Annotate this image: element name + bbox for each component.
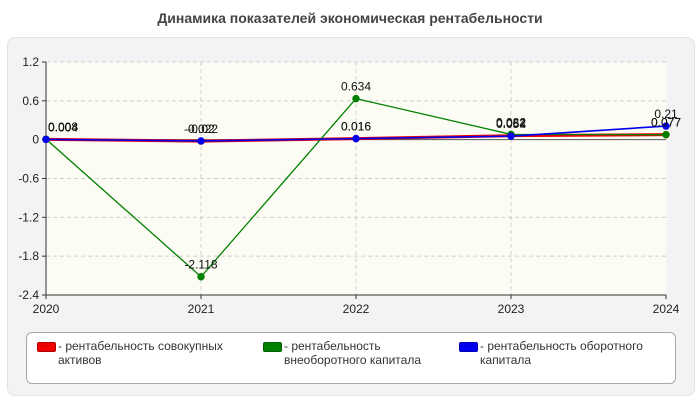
data-label: 0.062	[496, 117, 526, 131]
legend-swatch-blue	[459, 342, 478, 352]
chart-legend: - рентабельность совокупных активов - ре…	[26, 332, 676, 384]
data-label: 0.016	[341, 120, 371, 134]
y-tick-label: 0.6	[22, 94, 39, 108]
legend-item-assets: - рентабельность совокупных активов	[37, 339, 242, 367]
data-label: 0.082	[496, 115, 526, 129]
data-label: 0.054	[496, 117, 526, 131]
x-tick-label: 2024	[653, 302, 680, 316]
legend-label: - рентабельность совокупных активов	[58, 339, 223, 367]
data-label: 0.008	[48, 120, 78, 134]
y-tick-label: -1.8	[18, 249, 39, 263]
x-tick-label: 2022	[343, 302, 370, 316]
x-tick-label: 2021	[188, 302, 215, 316]
y-tick-label: -0.6	[18, 172, 39, 186]
data-point	[352, 134, 360, 143]
data-label: 0.016	[341, 120, 371, 134]
y-tick-label: -2.4	[18, 288, 39, 302]
legend-swatch-red	[37, 342, 56, 352]
legend-label: - рентабельность оборотного капитала	[480, 339, 643, 367]
legend-item-fixed-capital: - рентабельность внеоборотного капитала	[263, 339, 453, 367]
data-label: 0.004	[48, 120, 78, 134]
data-point	[42, 135, 50, 144]
y-tick-label: 1.2	[22, 55, 39, 69]
data-label: -2.118	[184, 258, 217, 272]
data-point	[197, 137, 205, 145]
data-point	[507, 132, 515, 140]
x-tick-label: 2020	[33, 302, 60, 316]
data-point	[197, 273, 205, 281]
data-label: -0.02	[187, 122, 215, 136]
data-label: 0.004	[48, 120, 78, 134]
legend-label: - рентабельность внеоборотного капитала	[284, 339, 421, 367]
data-label: 0.21	[654, 107, 678, 121]
legend-item-working-capital: - рентабельность оборотного капитала	[459, 339, 669, 367]
data-label: 0.077	[651, 116, 681, 130]
data-point	[662, 130, 670, 139]
data-label: 0.634	[341, 80, 371, 94]
y-tick-label: -1.2	[18, 210, 39, 224]
data-point	[662, 122, 670, 130]
chart-title: Динамика показателей экономическая рента…	[157, 10, 543, 26]
data-point	[352, 94, 360, 103]
data-label: 0.077	[651, 116, 681, 130]
x-tick-label: 2023	[498, 302, 525, 316]
y-tick-label: 0	[32, 133, 39, 147]
data-label: -0.022	[184, 122, 218, 136]
legend-swatch-green	[263, 342, 282, 352]
